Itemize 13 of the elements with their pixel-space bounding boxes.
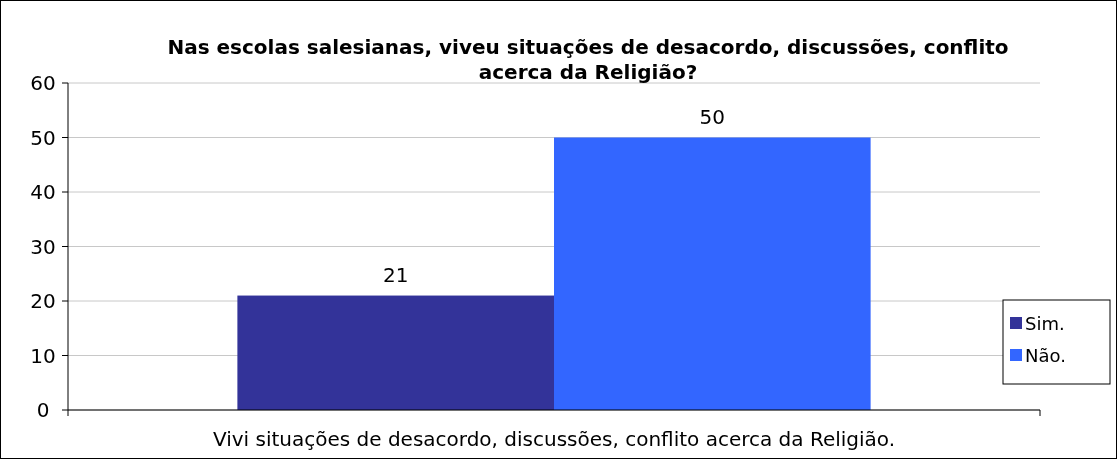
y-tick-label: 40 bbox=[30, 180, 56, 204]
y-tick-label: 30 bbox=[30, 234, 56, 259]
y-tick-label: 50 bbox=[30, 125, 56, 150]
legend-label: Não. bbox=[1025, 345, 1066, 366]
y-tick-label: 0 bbox=[36, 398, 50, 422]
y-tick-label: 20 bbox=[30, 289, 56, 313]
legend-label: Sim. bbox=[1025, 313, 1065, 334]
y-tick-label: 10 bbox=[30, 343, 56, 368]
data-label: 50 bbox=[699, 104, 726, 129]
y-tick-label: 60 bbox=[30, 71, 56, 95]
x-tick-label: Vivi situações de desacordo, discussões, conflito acerca da Religião. bbox=[212, 427, 896, 451]
data-label: 21 bbox=[382, 262, 409, 287]
chart-title: Nas escolas salesianas, viveu situações de desacordo, discussões, conflito acerca da Religião? bbox=[167, 35, 1009, 84]
